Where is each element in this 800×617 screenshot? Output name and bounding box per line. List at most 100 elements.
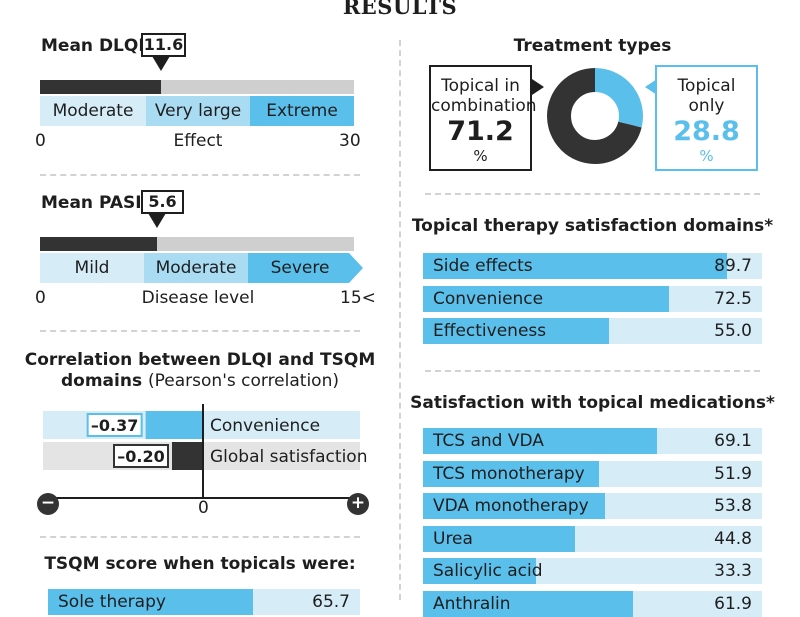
domain-label-side-effects: Side effects (433, 256, 533, 276)
corr-zero-label: 0 (198, 498, 209, 518)
med-value-salicylic-acid: 33.3 (714, 561, 752, 581)
med-bar-tcs-and-vda (423, 428, 658, 454)
domain-row-effectiveness: Effectiveness 55.0 (423, 318, 762, 344)
correlation-subtitle: (Pearson's correlation) (148, 371, 339, 391)
tsqm-row-sole-therapy: Sole therapy 65.7 (48, 589, 360, 615)
med-value-urea: 44.8 (714, 528, 752, 549)
dlqi-segment-moderate: Moderate (40, 96, 146, 126)
med-row-anthralin: Anthralin 61.9 (423, 590, 762, 617)
section-divider (40, 330, 360, 332)
pasi-pointer (148, 213, 167, 228)
domain-value-side-effects: 89.7 (714, 256, 752, 276)
pasi-segment-mild: Mild (40, 253, 144, 283)
topical-only-box: Topical only 28.8 % (655, 65, 758, 171)
meds-title: Satisfaction with topical medications* (410, 393, 775, 413)
domain-label-convenience: Convenience (433, 288, 544, 309)
pasi-min-label: 0 (35, 288, 46, 308)
domain-value-effectiveness: 55.0 (714, 321, 752, 341)
corr-label-convenience: Convenience (210, 416, 320, 436)
domain-bar-convenience (423, 285, 669, 312)
minus-icon: − (37, 493, 59, 515)
med-value-tcs-monotherapy: 51.9 (714, 463, 752, 484)
dlqi-value-box: 11.6 (141, 33, 186, 57)
correlation-title-line2: domains (61, 371, 143, 391)
correlation-chart: –0.37 Convenience –0.20 Global satisfaction (86, 411, 367, 470)
pasi-axis-label: Disease level (141, 288, 255, 308)
dlqi-mean-bar (40, 80, 162, 94)
dlqi-segment-extreme: Extreme (250, 96, 354, 126)
med-label-tcs-and-vda: TCS and VDA (433, 431, 544, 451)
combination-value: 71.2 (447, 116, 514, 147)
med-row-tcs-and-vda: TCS and VDA 69.1 (423, 428, 762, 454)
combination-unit: % (473, 147, 488, 165)
med-value-tcs-and-vda: 69.1 (714, 431, 752, 451)
section-divider (425, 193, 760, 195)
combination-box: Topical in combination 71.2 % (429, 65, 537, 171)
column-divider (399, 40, 401, 600)
correlation-title: Correlation between DLQI and TSQM domain… (0, 350, 400, 392)
med-bar-urea (423, 525, 575, 552)
page-title: RESULTS (342, 0, 458, 19)
only-pointer (645, 79, 657, 95)
corr-value-global-satisfaction: –0.20 (117, 447, 164, 466)
domains-title: Topical therapy satisfaction domains* (411, 216, 774, 236)
pasi-segment-moderate: Moderate (144, 253, 248, 283)
med-row-salicylic-acid: Salicylic acid 33.3 (423, 558, 762, 584)
combination-label-1: Topical in (441, 76, 520, 96)
med-bar-tcs-monotherapy (423, 460, 599, 487)
pasi-segment-severe-arrow (248, 253, 363, 283)
donut-slice-combination (547, 68, 643, 164)
med-label-tcs-monotherapy: TCS monotherapy (433, 463, 585, 484)
treatment-title: Treatment types (513, 36, 672, 56)
med-row-tcs-monotherapy: TCS monotherapy 51.9 (423, 460, 762, 487)
corr-label-global-satisfaction: Global satisfaction (210, 447, 367, 467)
dlqi-max-label: 30 (339, 131, 361, 151)
corr-zero-axis (202, 404, 204, 498)
med-bar-salicylic-acid (423, 558, 536, 584)
med-label-urea: Urea (433, 528, 473, 549)
combination-pointer (532, 79, 544, 95)
corr-x-axis (48, 497, 358, 499)
med-value-vda-monotherapy: 53.8 (714, 496, 752, 516)
domain-bar-effectiveness (423, 318, 610, 344)
pasi-segment-severe: Severe (270, 258, 330, 278)
treatment-donut (547, 68, 643, 164)
combination-label-2: combination (431, 96, 537, 116)
plus-icon: + (347, 493, 369, 515)
med-row-vda-monotherapy: VDA monotherapy 53.8 (423, 493, 762, 519)
corr-value-box-convenience (86, 413, 143, 437)
correlation-title-line1: Correlation between DLQI and TSQM (24, 350, 376, 370)
med-label-vda-monotherapy: VDA monotherapy (433, 496, 589, 516)
domain-row-convenience: Convenience 72.5 (423, 285, 762, 312)
tsqm-value-sole-therapy: 65.7 (312, 592, 350, 612)
med-label-anthralin: Anthralin (433, 593, 511, 614)
section-divider (40, 174, 360, 176)
only-unit: % (699, 147, 714, 165)
tsqm-when-title: TSQM score when topicals were: (44, 554, 356, 574)
only-label-2: only (688, 96, 725, 116)
domain-row-side-effects: Side effects 89.7 (423, 253, 762, 279)
pasi-value-box: 5.6 (141, 190, 184, 214)
pasi-max-label: 15< (340, 288, 376, 308)
dlqi-axis-label: Effect (173, 131, 223, 151)
dlqi-segment-very-large: Very large (146, 96, 250, 126)
only-value: 28.8 (673, 116, 740, 147)
pasi-mean-bar (40, 237, 158, 251)
med-value-anthralin: 61.9 (714, 593, 752, 614)
dlqi-label: Mean DLQI (41, 36, 145, 56)
corr-value-box-global-satisfaction (113, 444, 169, 468)
dlqi-pointer (152, 56, 171, 71)
dlqi-min-label: 0 (35, 131, 46, 151)
section-divider (40, 536, 360, 538)
tsqm-label-sole-therapy: Sole therapy (58, 592, 166, 612)
med-label-salicylic-acid: Salicylic acid (433, 561, 543, 581)
only-label-1: Topical (677, 76, 736, 96)
domain-bar-side-effects (423, 253, 728, 279)
section-divider (425, 370, 760, 372)
corr-bar-global-satisfaction (172, 442, 203, 470)
med-bar-vda-monotherapy (423, 493, 606, 519)
med-row-urea: Urea 44.8 (423, 525, 762, 552)
domain-label-effectiveness: Effectiveness (433, 321, 547, 341)
pasi-label: Mean PASI (41, 193, 142, 213)
domain-value-convenience: 72.5 (714, 288, 752, 309)
